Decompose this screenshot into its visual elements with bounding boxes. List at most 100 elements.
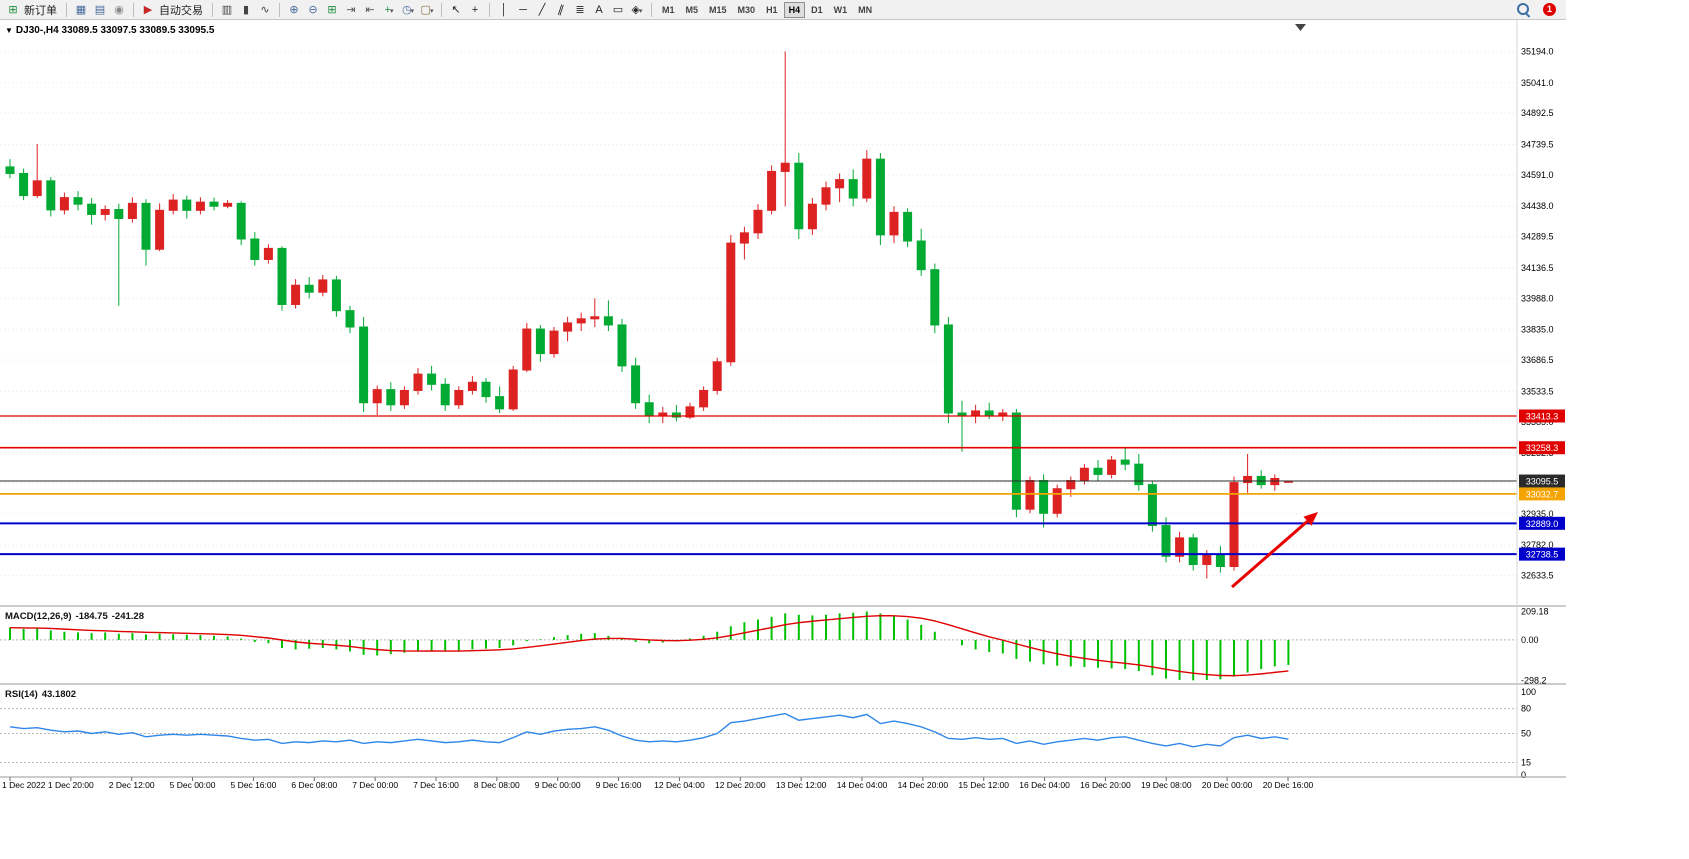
ohlc-values: 33089.5 33097.5 33089.5 33095.5 [61, 25, 215, 36]
svg-text:50: 50 [1521, 729, 1531, 739]
periods-icon[interactable]: ◷▾ [401, 3, 415, 16]
svg-text:32633.5: 32633.5 [1521, 571, 1554, 581]
svg-text:1 Dec 2022: 1 Dec 2022 [2, 780, 46, 790]
indicators-icon[interactable]: +▾ [384, 3, 394, 16]
svg-text:13 Dec 12:00: 13 Dec 12:00 [776, 780, 827, 790]
timeframe-D1-button[interactable]: D1 [811, 4, 823, 15]
tile-windows-icon[interactable]: ⊞ [327, 3, 337, 16]
svg-text:12 Dec 04:00: 12 Dec 04:00 [654, 780, 705, 790]
svg-text:-298.2: -298.2 [1521, 675, 1547, 685]
svg-text:8 Dec 08:00: 8 Dec 08:00 [474, 780, 520, 790]
timeframe-MN-button[interactable]: MN [858, 4, 873, 15]
macd-panel: 209.18 0.00 -298.2 [0, 606, 1549, 685]
svg-text:33533.5: 33533.5 [1521, 386, 1554, 396]
notification-badge[interactable]: 1 [1543, 3, 1556, 16]
zoom-out-icon[interactable]: ⊖ [308, 3, 318, 16]
new-order-button[interactable]: 新订单 [24, 4, 57, 17]
cursor-icon[interactable]: ↖ [451, 3, 461, 16]
svg-text:34438.0: 34438.0 [1521, 201, 1554, 211]
market-watch-icon[interactable]: ▦ [75, 3, 87, 16]
svg-text:15 Dec 12:00: 15 Dec 12:00 [958, 780, 1009, 790]
vertical-line-icon[interactable]: │ [500, 3, 508, 16]
macd-label: MACD(12,26,9) -184.75 -241.28 [5, 611, 148, 622]
svg-text:16 Dec 20:00: 16 Dec 20:00 [1080, 780, 1131, 790]
svg-text:14 Dec 20:00: 14 Dec 20:00 [898, 780, 949, 790]
toolbar-separator [441, 2, 442, 17]
timeframe-H4-button[interactable]: H4 [783, 1, 806, 18]
sound-alert-icon[interactable]: ◉ [114, 3, 124, 16]
horizontal-line-icon[interactable]: ─ [519, 3, 527, 16]
timeframe-M30-button[interactable]: M30 [737, 4, 756, 15]
collapse-triangle-icon[interactable]: ▼ [5, 26, 13, 35]
auto-trading-icon[interactable]: ▶ [143, 3, 153, 16]
svg-text:35041.0: 35041.0 [1521, 78, 1554, 88]
new-order-icon[interactable]: ⊞ [8, 3, 18, 16]
svg-text:32738.5: 32738.5 [1526, 550, 1559, 560]
macd-main-value: -184.75 [75, 611, 108, 622]
timeframe-M1-button[interactable]: M1 [662, 4, 675, 15]
svg-text:100: 100 [1521, 687, 1536, 697]
rsi-name: RSI(14) [5, 689, 38, 700]
text-label-icon[interactable]: ▭ [612, 3, 624, 16]
rsi-panel: 100 80 50 15 0 [0, 687, 1536, 780]
svg-text:15: 15 [1521, 758, 1531, 768]
svg-text:7 Dec 00:00: 7 Dec 00:00 [352, 780, 398, 790]
svg-text:34136.5: 34136.5 [1521, 263, 1554, 273]
svg-text:33258.3: 33258.3 [1526, 443, 1559, 453]
line-chart-type-icon[interactable]: ∿ [260, 3, 270, 16]
zoom-in-icon[interactable]: ⊕ [289, 3, 299, 16]
svg-text:34739.5: 34739.5 [1521, 140, 1554, 150]
svg-text:34289.5: 34289.5 [1521, 232, 1554, 242]
trendline-icon[interactable]: ╱ [538, 3, 546, 16]
bar-chart-type-icon[interactable]: ▥ [221, 3, 233, 16]
chart-shift-icon[interactable]: ⇤ [365, 3, 375, 16]
svg-text:9 Dec 00:00: 9 Dec 00:00 [535, 780, 581, 790]
text-icon[interactable]: A [595, 3, 603, 16]
timeframe-W1-button[interactable]: W1 [833, 4, 848, 15]
price-grid: 35194.0 35041.0 34892.5 34739.5 34591.0 34438… [0, 46, 1554, 581]
auto-scroll-icon[interactable]: ⇥ [346, 3, 356, 16]
auto-trading-button[interactable]: 自动交易 [159, 4, 203, 17]
search-icon[interactable] [1516, 2, 1531, 17]
svg-text:209.18: 209.18 [1521, 606, 1549, 616]
templates-icon[interactable]: ▢▾ [420, 3, 434, 16]
svg-text:20 Dec 00:00: 20 Dec 00:00 [1202, 780, 1253, 790]
svg-text:80: 80 [1521, 704, 1531, 714]
svg-text:33095.5: 33095.5 [1526, 477, 1559, 487]
chart-canvas[interactable]: 35194.0 35041.0 34892.5 34739.5 34591.0 34438… [0, 20, 1566, 795]
channel-icon[interactable]: ∥ [556, 2, 566, 17]
svg-text:32935.0: 32935.0 [1521, 509, 1554, 519]
toolbar-separator [279, 2, 280, 17]
candles[interactable] [5, 51, 1293, 579]
toolbar-separator [133, 2, 134, 17]
svg-text:19 Dec 08:00: 19 Dec 08:00 [1141, 780, 1192, 790]
svg-text:14 Dec 04:00: 14 Dec 04:00 [837, 780, 888, 790]
svg-text:6 Dec 08:00: 6 Dec 08:00 [291, 780, 337, 790]
trend-arrow-annotation[interactable] [1231, 512, 1318, 589]
svg-text:33835.0: 33835.0 [1521, 325, 1554, 335]
svg-text:12 Dec 20:00: 12 Dec 20:00 [715, 780, 766, 790]
svg-text:16 Dec 04:00: 16 Dec 04:00 [1019, 780, 1070, 790]
svg-text:9 Dec 16:00: 9 Dec 16:00 [596, 780, 642, 790]
crosshair-icon[interactable]: + [471, 3, 479, 16]
svg-text:33988.0: 33988.0 [1521, 293, 1554, 303]
horizontal-lines[interactable]: 33413.3 33258.3 33095.5 33032.7 32889.0 32738… [0, 409, 1565, 561]
chart-shift-marker-icon[interactable] [1295, 24, 1306, 31]
svg-text:33413.3: 33413.3 [1526, 411, 1559, 421]
chart-area[interactable]: 35194.0 35041.0 34892.5 34739.5 34591.0 34438… [0, 20, 1566, 795]
symbol-period: DJ30-,H4 [15, 25, 59, 36]
svg-text:32889.0: 32889.0 [1526, 519, 1559, 529]
svg-text:0.00: 0.00 [1521, 635, 1539, 645]
chart-header: ▼ DJ30-,H4 33089.5 33097.5 33089.5 33095.… [5, 25, 214, 36]
fibonacci-icon[interactable]: ≣ [575, 3, 585, 16]
arrows-icon[interactable]: ◈▾ [631, 3, 643, 16]
timeframe-H1-button[interactable]: H1 [766, 4, 778, 15]
svg-text:7 Dec 16:00: 7 Dec 16:00 [413, 780, 459, 790]
svg-text:2 Dec 12:00: 2 Dec 12:00 [109, 780, 155, 790]
timeframe-M5-button[interactable]: M5 [685, 4, 699, 15]
toolbar-separator [66, 2, 67, 17]
data-window-icon[interactable]: ▤ [94, 3, 106, 16]
timeframe-M15-button[interactable]: M15 [709, 4, 727, 15]
svg-text:35194.0: 35194.0 [1521, 46, 1554, 56]
candlestick-type-icon[interactable]: ▮ [242, 3, 250, 16]
